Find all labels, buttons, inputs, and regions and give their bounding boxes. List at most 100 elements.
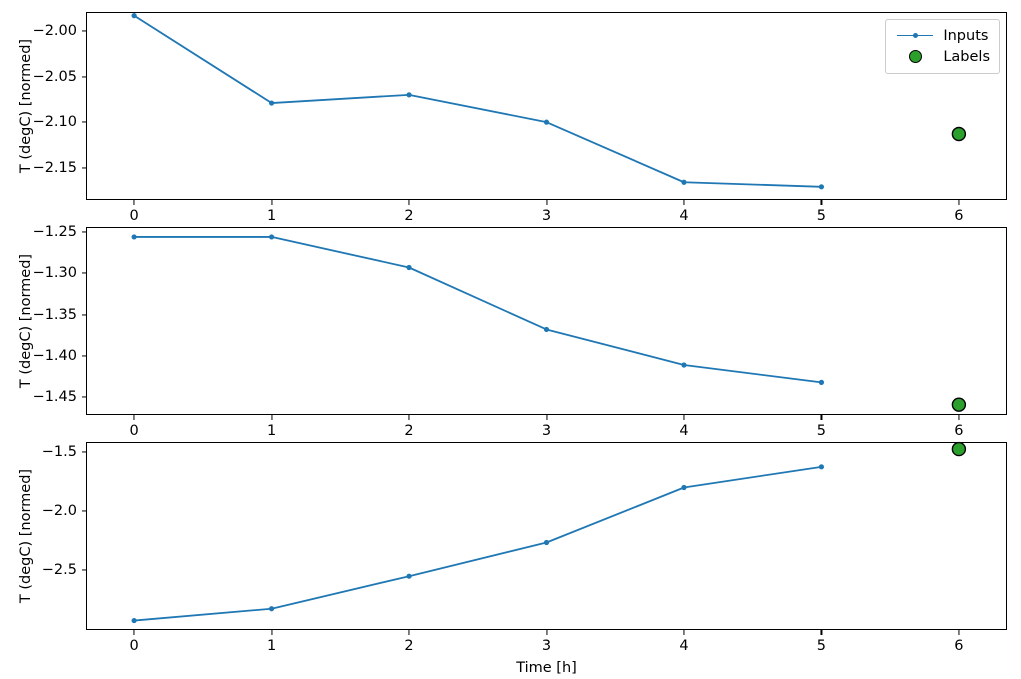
xtick-mark xyxy=(958,630,960,635)
xtick-mark xyxy=(133,415,135,420)
ytick-label: −1.30 xyxy=(32,265,77,282)
xtick-label: 2 xyxy=(404,208,414,224)
ytick-mark xyxy=(81,30,86,32)
y-axis-label: T (degC) [normed] xyxy=(18,468,34,604)
data-point-inputs xyxy=(681,362,687,368)
ytick-mark xyxy=(81,314,86,316)
xtick-label: 2 xyxy=(404,638,414,654)
data-point-inputs xyxy=(543,539,550,546)
series-line-inputs xyxy=(133,14,823,188)
legend-label: Inputs xyxy=(943,27,989,44)
ytick-label: −2.5 xyxy=(41,562,77,579)
xtick-label: 1 xyxy=(266,208,277,224)
xtick-mark xyxy=(545,200,548,205)
xtick-mark xyxy=(408,200,410,205)
legend-dot xyxy=(912,33,918,38)
ytick-mark xyxy=(81,569,86,571)
data-point-inputs xyxy=(131,234,137,240)
data-point-inputs xyxy=(406,264,412,271)
ytick-mark xyxy=(81,272,86,274)
y-axis-label: T (degC) [normed] xyxy=(18,38,34,174)
xtick-label: 1 xyxy=(266,423,277,439)
xtick-label: 4 xyxy=(679,423,689,439)
xtick-label: 0 xyxy=(129,423,139,439)
xtick-label: 1 xyxy=(266,638,277,654)
plot-area-3 xyxy=(131,441,967,624)
data-point-labels xyxy=(951,126,967,142)
legend-label: Labels xyxy=(943,48,990,65)
xtick-label: 6 xyxy=(954,208,964,224)
data-point-inputs xyxy=(543,326,550,333)
data-point-inputs xyxy=(681,179,687,185)
xtick-mark xyxy=(958,200,960,205)
ytick-label: −1.45 xyxy=(32,389,77,406)
series-line-inputs xyxy=(133,465,823,622)
ytick-label: −1.40 xyxy=(32,347,77,364)
legend-entry-inputs[interactable]: Inputs xyxy=(895,25,990,46)
data-point-inputs xyxy=(268,234,275,240)
xtick-label: 3 xyxy=(541,423,552,439)
legend-entry-labels[interactable]: Labels xyxy=(895,46,990,67)
xtick-mark xyxy=(545,630,548,635)
legend-marker-icon xyxy=(895,47,935,67)
plot-area-2 xyxy=(131,234,967,412)
legend-line-icon xyxy=(895,26,935,46)
ytick-mark xyxy=(81,355,86,357)
legend-dot xyxy=(908,50,922,63)
xtick-mark xyxy=(271,200,273,205)
axes-frame-1 xyxy=(86,12,1007,200)
ytick-mark xyxy=(81,451,86,453)
ytick-mark xyxy=(81,167,86,169)
xtick-mark xyxy=(683,415,685,420)
xtick-mark xyxy=(820,200,822,205)
xtick-label: 4 xyxy=(679,638,689,654)
data-point-inputs xyxy=(818,184,825,190)
ytick-mark xyxy=(81,510,86,512)
data-point-inputs xyxy=(681,484,687,491)
data-point-inputs xyxy=(818,464,825,470)
ytick-label: −2.00 xyxy=(32,23,77,40)
xtick-mark xyxy=(133,630,135,635)
xtick-label: 6 xyxy=(954,638,964,654)
data-point-inputs xyxy=(268,100,275,106)
xtick-mark xyxy=(683,200,685,205)
axes-frame-3 xyxy=(86,442,1007,630)
ytick-mark xyxy=(81,121,86,123)
xtick-mark xyxy=(271,415,273,420)
xtick-mark xyxy=(408,630,410,635)
x-axis-label: Time [h] xyxy=(516,660,577,676)
ytick-label: −2.15 xyxy=(32,159,77,176)
data-point-inputs xyxy=(131,617,137,624)
subplot-1: −2.00 −2.05 −2.10 −2.15 0 1 2 3 4 5 6 T (degC) [nor… xyxy=(18,12,1007,224)
xtick-mark xyxy=(271,630,273,635)
axes-frame-2 xyxy=(86,227,1007,415)
ytick-mark xyxy=(81,231,86,233)
data-point-inputs xyxy=(406,573,412,579)
ytick-mark xyxy=(81,76,86,78)
legend[interactable]: Inputs Labels xyxy=(885,19,1000,74)
data-point-inputs xyxy=(131,13,137,19)
data-point-inputs xyxy=(406,92,412,98)
xtick-label: 5 xyxy=(816,638,827,654)
y-axis-label: T (degC) [normed] xyxy=(18,253,34,389)
data-point-inputs xyxy=(543,119,550,125)
data-point-inputs xyxy=(818,379,825,385)
ytick-label: −1.25 xyxy=(32,223,77,240)
xtick-label: 4 xyxy=(679,208,689,224)
xtick-mark xyxy=(958,415,960,420)
xtick-label: 3 xyxy=(541,638,552,654)
xtick-mark xyxy=(820,630,822,635)
series-line-inputs xyxy=(133,236,823,384)
xtick-label: 6 xyxy=(954,423,964,439)
ytick-label: −2.10 xyxy=(32,114,77,131)
xtick-mark xyxy=(683,630,685,635)
xtick-label: 0 xyxy=(129,638,139,654)
subplot-3: −1.5 −2.0 −2.5 0 1 2 3 4 5 6 T (degC) [normed] Time… xyxy=(18,441,1007,676)
xtick-mark xyxy=(545,415,548,420)
xtick-label: 5 xyxy=(816,208,827,224)
ytick-label: −2.0 xyxy=(41,503,77,520)
plot-area-1 xyxy=(131,13,967,190)
ytick-mark xyxy=(81,396,86,398)
data-point-labels xyxy=(951,397,967,412)
